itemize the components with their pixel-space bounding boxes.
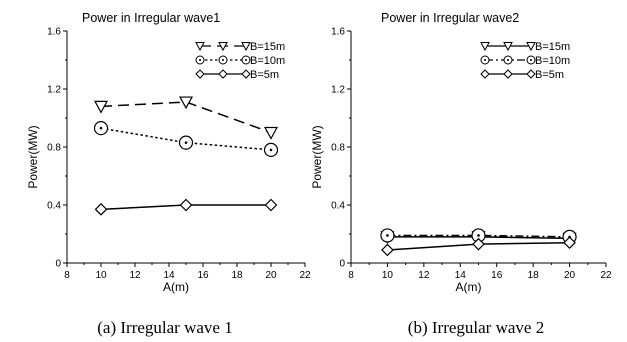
y-tick-label: 0 [55, 259, 61, 270]
x-tick-label: 20 [564, 270, 576, 281]
x-tick-label: 22 [600, 270, 612, 281]
series-b15m [93, 96, 279, 140]
legend-marker [526, 69, 536, 79]
legend-marker [241, 42, 251, 52]
x-tick-label: 18 [528, 270, 540, 281]
legend-marker-dot [199, 59, 201, 61]
x-tick-label: 16 [197, 270, 209, 281]
figure-caption: (b) Irregular wave 2 [408, 318, 544, 337]
legend-entry: B=15m [195, 41, 285, 53]
data-point [563, 236, 576, 250]
data-point [381, 243, 394, 257]
series-b10m [93, 121, 279, 157]
y-tick-label: 1.6 [47, 27, 61, 38]
chart-panel-1: Power in Irregular wave1 0 0.4 0.8 1.2 1.6 8 10… [26, 11, 311, 337]
x-tick-label: 12 [129, 270, 141, 281]
x-tick-label: 14 [455, 270, 467, 281]
legend-marker-dot [507, 59, 509, 61]
legend-marker-dot [245, 59, 247, 61]
marker-dot [386, 234, 389, 237]
x-tick-label: 10 [95, 270, 107, 281]
legend-marker [218, 42, 228, 52]
legend-label: B=10m [250, 55, 285, 67]
x-tick-label: 10 [382, 270, 394, 281]
legend-entry: B=10m [195, 55, 285, 67]
x-tick-label: 8 [64, 270, 70, 281]
legend-marker [195, 42, 205, 52]
x-axis-label: A(m) [456, 280, 482, 294]
legend-label: B=10m [535, 55, 570, 67]
x-tick-label: 18 [231, 270, 243, 281]
data-point [178, 96, 194, 110]
legend-marker [480, 42, 490, 52]
chart-title: Power in Irregular wave2 [381, 11, 519, 25]
y-tick-label: 1.2 [331, 85, 345, 96]
marker-dot [477, 234, 480, 237]
chart-panel-2: Power in Irregular wave2 0 0.4 0.8 1.2 1.6 8 10… [310, 11, 612, 337]
legend-entry: B=5m [480, 69, 564, 81]
y-tick-label: 0 [339, 259, 345, 270]
figure-caption: (a) Irregular wave 1 [97, 318, 232, 337]
series-b5m [381, 236, 576, 257]
y-tick-label: 0.4 [331, 201, 345, 212]
y-tick-label: 0.4 [47, 201, 61, 212]
y-tick-label: 1.6 [331, 27, 345, 38]
y-tick-label: 0.8 [47, 143, 61, 154]
y-axis-label: Power(MW) [26, 125, 40, 188]
legend-marker-dot [530, 59, 532, 61]
data-point [93, 100, 109, 114]
x-tick-label: 14 [163, 270, 175, 281]
data-point [93, 121, 109, 136]
data-point [380, 228, 395, 243]
legend-marker-dot [222, 59, 224, 61]
legend-marker [218, 69, 228, 79]
x-tick-label: 8 [348, 270, 354, 281]
x-tick-label: 20 [265, 270, 277, 281]
marker-dot [269, 148, 273, 152]
legend-marker [480, 69, 490, 79]
legend-label: B=5m [250, 69, 279, 81]
legend-entry: B=15m [480, 41, 570, 53]
legend-marker [526, 42, 536, 52]
legend-label: B=5m [535, 69, 564, 81]
x-tick-label: 16 [491, 270, 503, 281]
x-tick-label: 22 [299, 270, 311, 281]
chart-title: Power in Irregular wave1 [82, 11, 220, 25]
data-point [179, 198, 193, 212]
data-point [178, 135, 194, 150]
data-point [264, 198, 278, 212]
marker-dot [99, 126, 103, 130]
legend-entry: B=5m [195, 69, 279, 81]
legend-entry: B=10m [480, 55, 570, 67]
marker-dot [184, 141, 188, 144]
x-axis-label: A(m) [163, 280, 189, 294]
series-b5m [94, 198, 278, 216]
x-tick-label: 12 [418, 270, 430, 281]
y-tick-label: 0.8 [331, 143, 345, 154]
y-tick-label: 1.2 [47, 85, 61, 96]
legend-label: B=15m [250, 41, 285, 53]
legend-marker [241, 69, 251, 79]
legend-marker [503, 42, 513, 52]
legend-marker [195, 69, 205, 79]
legend-marker [503, 69, 513, 79]
legend-label: B=15m [535, 41, 570, 53]
data-point [472, 237, 485, 251]
y-axis-label: Power(MW) [310, 125, 324, 188]
data-point [263, 126, 279, 140]
legend-marker-dot [484, 59, 486, 61]
data-point [94, 203, 108, 216]
data-point [263, 142, 279, 157]
